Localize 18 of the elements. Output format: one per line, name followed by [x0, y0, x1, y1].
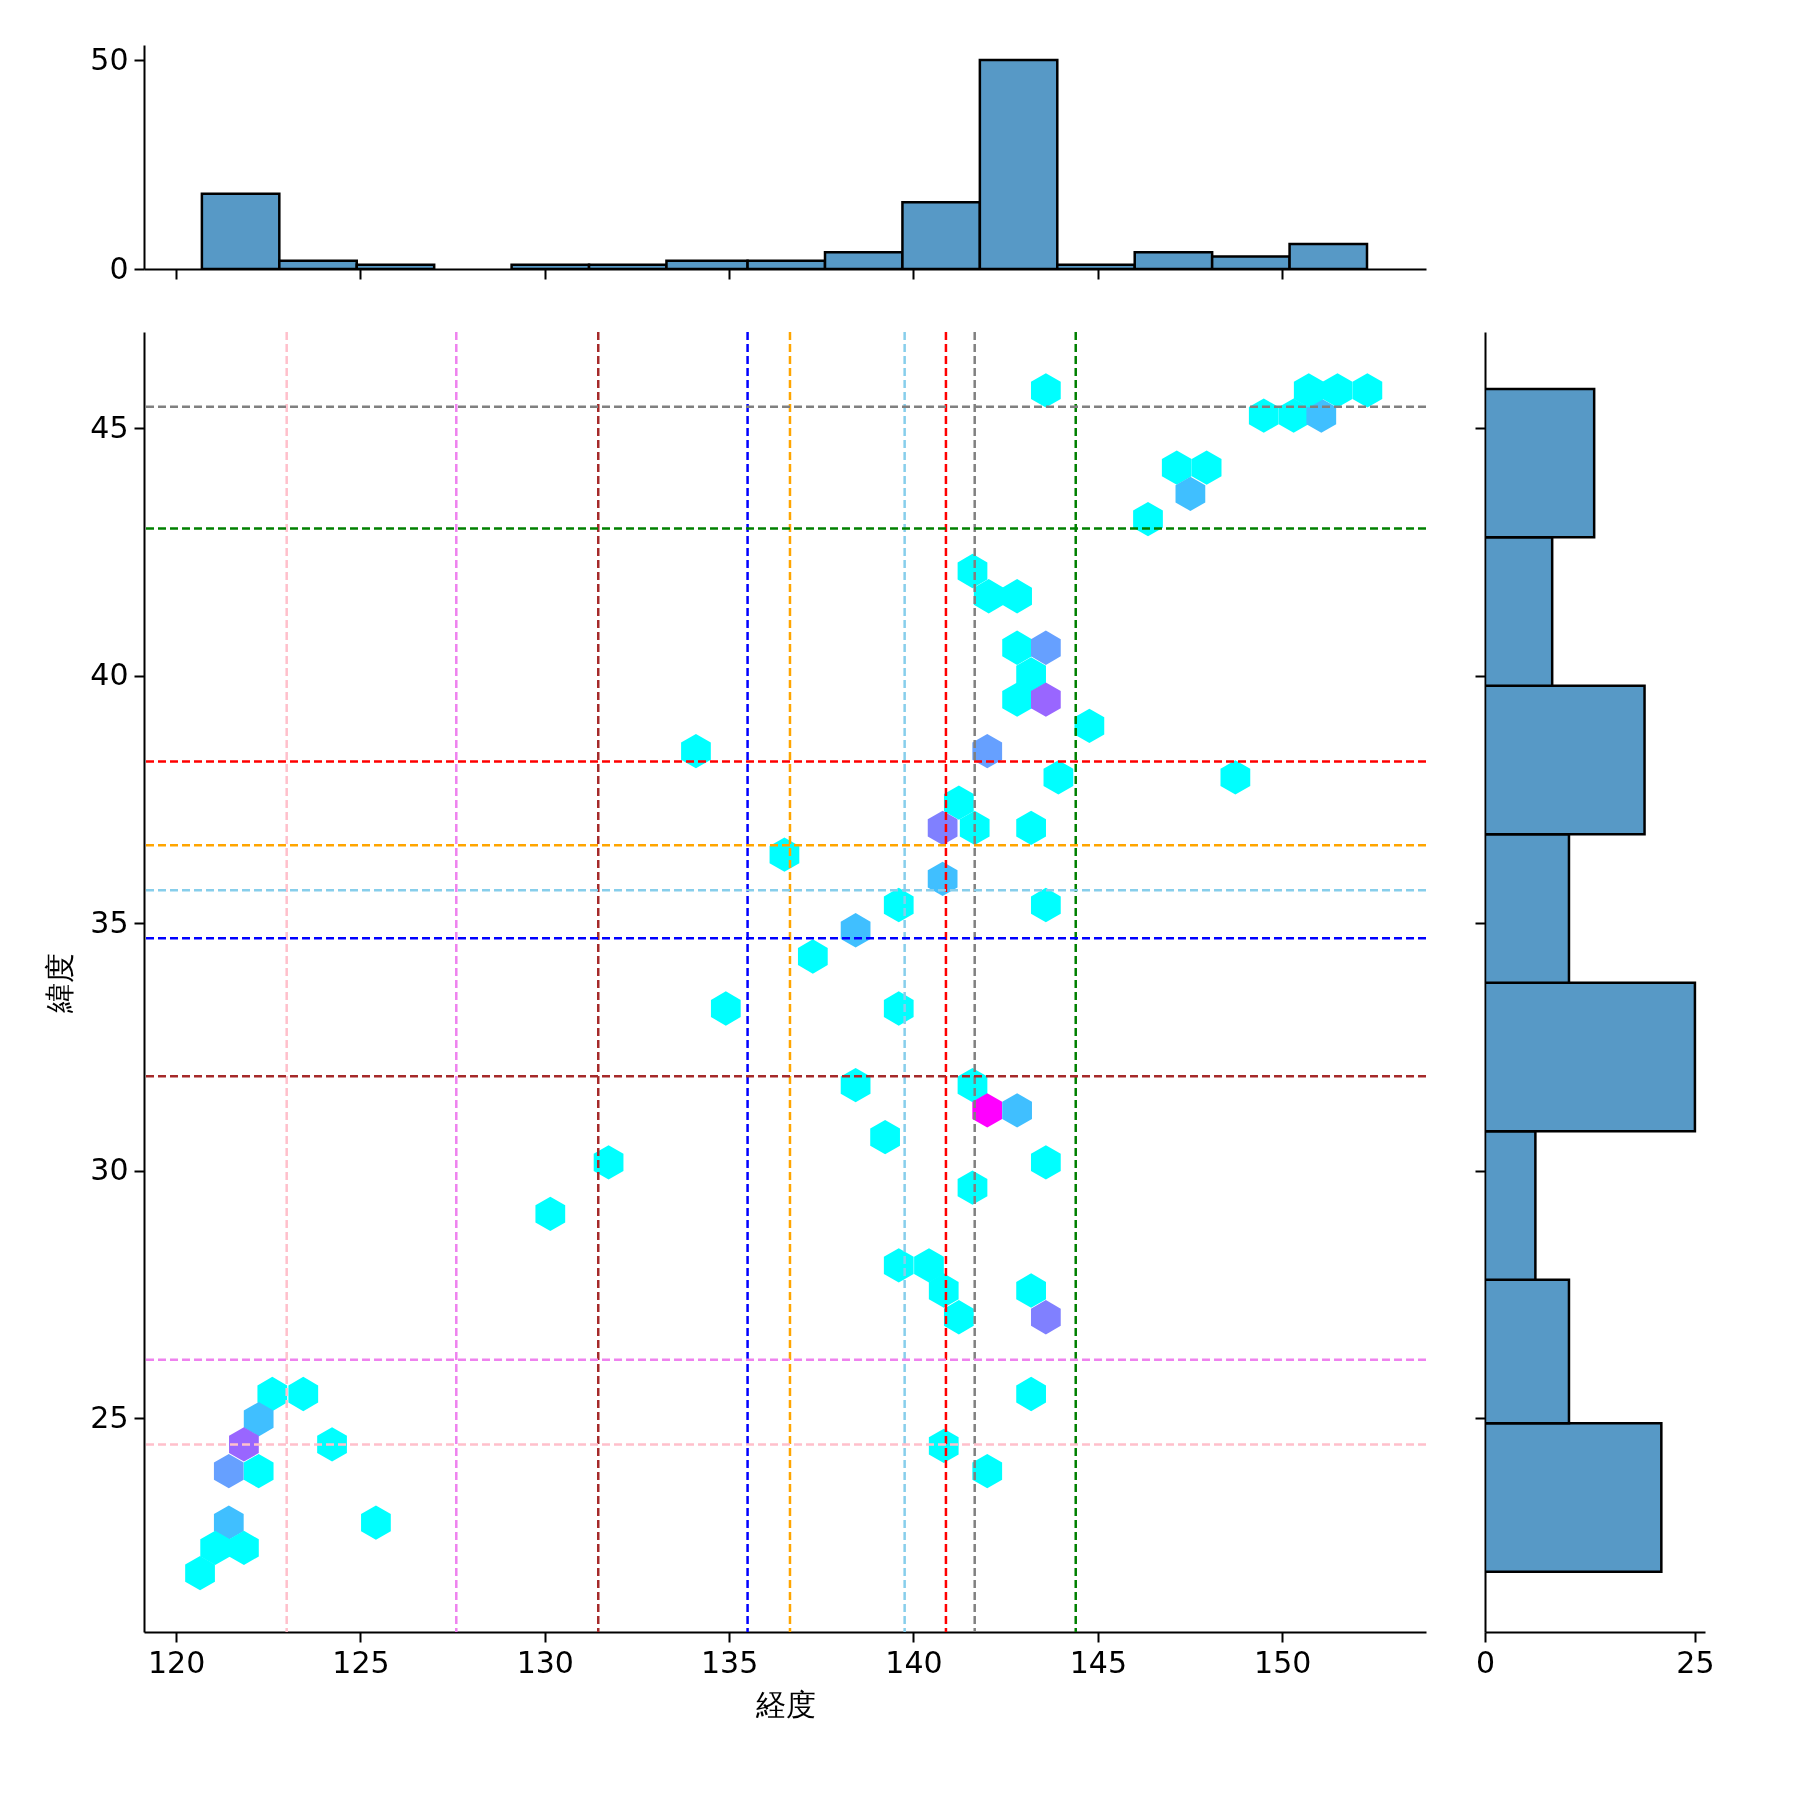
- x-tick-label: 150: [1254, 1644, 1312, 1680]
- y-tick-label: 35: [90, 904, 129, 940]
- y-tick-label: 25: [90, 1399, 129, 1435]
- y-tick-label: 30: [90, 1152, 129, 1188]
- x-tick-label: 25: [1676, 1644, 1715, 1680]
- x-tick-label: 140: [885, 1644, 943, 1680]
- y-tick-label: 0: [109, 250, 129, 286]
- x-tick-label: 130: [516, 1644, 574, 1680]
- x-tick-label: 120: [147, 1644, 206, 1680]
- x-tick-label: 125: [332, 1644, 390, 1680]
- x-tick-label: 0: [1475, 1644, 1496, 1680]
- y-axis-title: 緯度: [42, 952, 78, 1014]
- y-tick-label: 50: [90, 41, 129, 77]
- y-tick-label: 40: [90, 657, 129, 693]
- x-tick-label: 145: [1069, 1644, 1127, 1680]
- x-axis-title: 経度: [754, 1686, 816, 1722]
- x-tick-label: 135: [701, 1644, 759, 1680]
- y-tick-label: 45: [90, 410, 129, 445]
